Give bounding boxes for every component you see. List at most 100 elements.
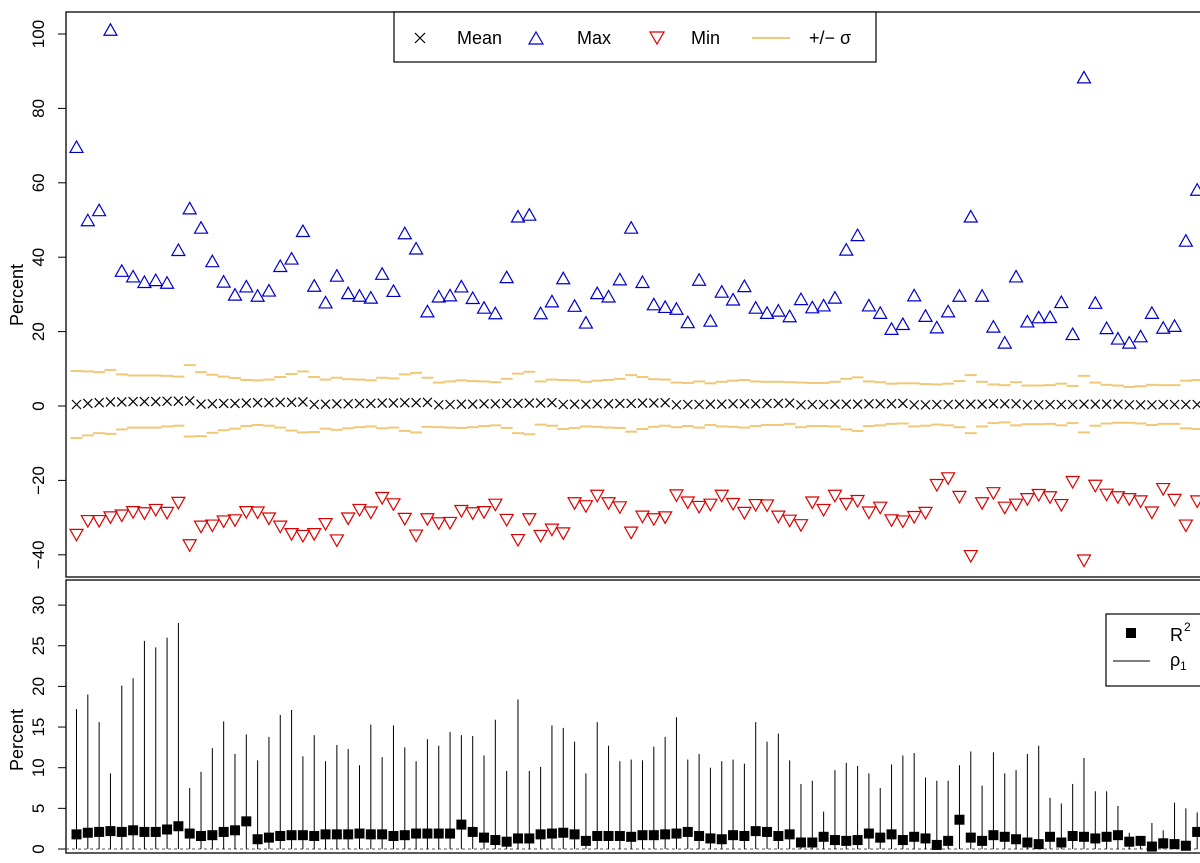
legend-r2-superscript: 2 — [1184, 620, 1191, 634]
mean-point — [1022, 399, 1033, 410]
min-point — [804, 496, 820, 510]
r2-point — [784, 829, 795, 840]
y-tick-label: 0 — [29, 844, 48, 853]
mean-point — [954, 399, 965, 410]
mean-point — [513, 398, 523, 409]
min-point — [125, 506, 141, 520]
max-point — [861, 298, 877, 312]
max-point — [284, 251, 300, 265]
mean-point — [139, 396, 150, 407]
top-plot-frame — [65, 11, 1200, 578]
r2-point — [1158, 838, 1169, 849]
max-point — [951, 288, 967, 302]
r2-point — [456, 819, 467, 830]
min-point — [680, 496, 696, 510]
min-point — [114, 509, 130, 523]
max-point — [408, 241, 424, 255]
mean-point — [535, 398, 546, 408]
max-point — [159, 275, 175, 289]
max-point — [623, 220, 639, 234]
r2-point — [229, 825, 240, 836]
r2-point — [479, 832, 490, 843]
mean-point — [1090, 399, 1101, 410]
min-point — [261, 512, 277, 526]
mean-point — [501, 398, 512, 409]
r2-point — [162, 824, 173, 835]
r2-point — [1135, 835, 1146, 846]
max-point — [1144, 305, 1160, 319]
r2-point — [343, 829, 354, 840]
max-point — [1019, 314, 1035, 328]
min-point — [646, 513, 662, 527]
max-point — [601, 289, 617, 303]
min-point — [1065, 475, 1081, 490]
min-point — [884, 514, 900, 528]
r2-point — [196, 830, 207, 841]
r2-point — [762, 826, 773, 837]
top-panel: −40 −20 0 20 40 60 80 100 Percent Mean Max Min +/− σ — [7, 11, 1200, 578]
min-point — [748, 498, 764, 513]
mean-point — [479, 398, 489, 409]
max-point — [770, 303, 786, 317]
min-point — [499, 513, 515, 528]
max-point — [193, 220, 209, 234]
mean-point — [603, 398, 614, 409]
mean-point — [558, 399, 569, 410]
r2-point — [1033, 839, 1044, 850]
min-point — [985, 487, 1001, 501]
mean-point — [1101, 399, 1112, 410]
min-point — [601, 497, 617, 511]
r2-point — [988, 830, 999, 841]
max-point — [567, 298, 583, 312]
max-point — [80, 213, 96, 227]
mean-point — [467, 399, 478, 410]
mean-point — [377, 398, 388, 408]
mean-point — [614, 398, 625, 409]
r2-point — [750, 826, 761, 837]
mean-point — [162, 396, 172, 407]
max-point — [510, 209, 526, 223]
r2-point — [275, 830, 286, 841]
min-point — [408, 529, 424, 543]
y-axis-label: Percent — [7, 709, 27, 771]
min-point — [736, 506, 752, 521]
min-point — [1121, 493, 1137, 507]
min-point — [318, 517, 334, 532]
bottom-panel: 0 5 10 15 20 25 30 Percent R 2 ρ 1 — [7, 579, 1200, 854]
max-point — [974, 288, 990, 302]
max-point — [351, 288, 368, 302]
min-point — [657, 511, 673, 525]
min-point — [510, 533, 526, 548]
max-point — [533, 306, 549, 320]
max-point — [250, 288, 266, 302]
mean-point — [218, 398, 229, 409]
max-point — [578, 315, 594, 329]
top-legend: Mean Max Min +/− σ — [393, 11, 877, 63]
r2-point — [909, 831, 920, 842]
max-point — [68, 139, 85, 154]
min-point — [193, 520, 209, 534]
min-point — [940, 472, 956, 486]
max-point — [850, 227, 866, 242]
r2-point — [524, 833, 535, 844]
max-point — [182, 201, 198, 215]
min-point — [861, 506, 877, 520]
y-tick-label: 60 — [29, 173, 48, 192]
legend-r2-label: R — [1170, 625, 1183, 645]
mean-point — [660, 397, 671, 408]
min-point — [1110, 491, 1126, 505]
mean-point — [773, 398, 784, 409]
min-point — [1042, 491, 1058, 505]
min-point — [351, 503, 368, 518]
mean-point — [490, 398, 501, 409]
y-tick-label: 25 — [29, 636, 48, 655]
bottom-plot-frame — [65, 579, 1200, 854]
mean-point — [863, 398, 874, 409]
r2-point — [660, 829, 671, 840]
max-point — [759, 305, 775, 319]
mean-point — [818, 399, 829, 410]
max-point — [136, 274, 152, 289]
min-point — [431, 517, 447, 531]
mean-point — [626, 398, 637, 409]
mean-point — [524, 398, 535, 408]
